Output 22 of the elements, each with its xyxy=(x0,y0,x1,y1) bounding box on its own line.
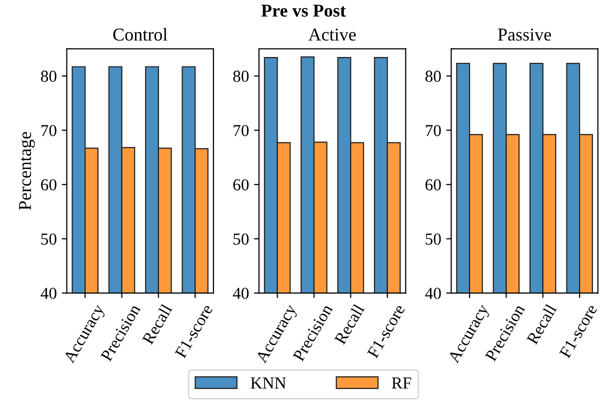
y-tick-label: 50 xyxy=(41,233,56,245)
y-tick-label: 80 xyxy=(233,70,249,82)
chart-title: Active xyxy=(308,28,356,41)
y-tick-label: 60 xyxy=(233,179,249,190)
y-tick-label: 40 xyxy=(425,288,441,299)
y-tick-label: 80 xyxy=(425,70,441,82)
y-tick-label: 80 xyxy=(41,70,56,82)
y-tick-label: 50 xyxy=(426,233,441,245)
legend-label: KNN xyxy=(250,378,286,388)
chart-title: Control xyxy=(113,28,168,41)
chart-title: Passive xyxy=(498,28,552,41)
y-tick-label: 60 xyxy=(41,179,56,190)
y-tick-label: 70 xyxy=(41,124,56,136)
y-tick-label: 70 xyxy=(234,124,249,136)
legend-label: RF xyxy=(392,378,412,388)
y-tick-label: 40 xyxy=(40,288,56,299)
y-tick-label: 70 xyxy=(426,124,441,136)
y-tick-label: 50 xyxy=(234,233,249,245)
y-tick-label: 40 xyxy=(232,288,249,299)
y-tick-label: 60 xyxy=(426,179,441,190)
text: Pre vs Post xyxy=(261,4,346,17)
y-axis-title: Percentage xyxy=(19,132,35,210)
